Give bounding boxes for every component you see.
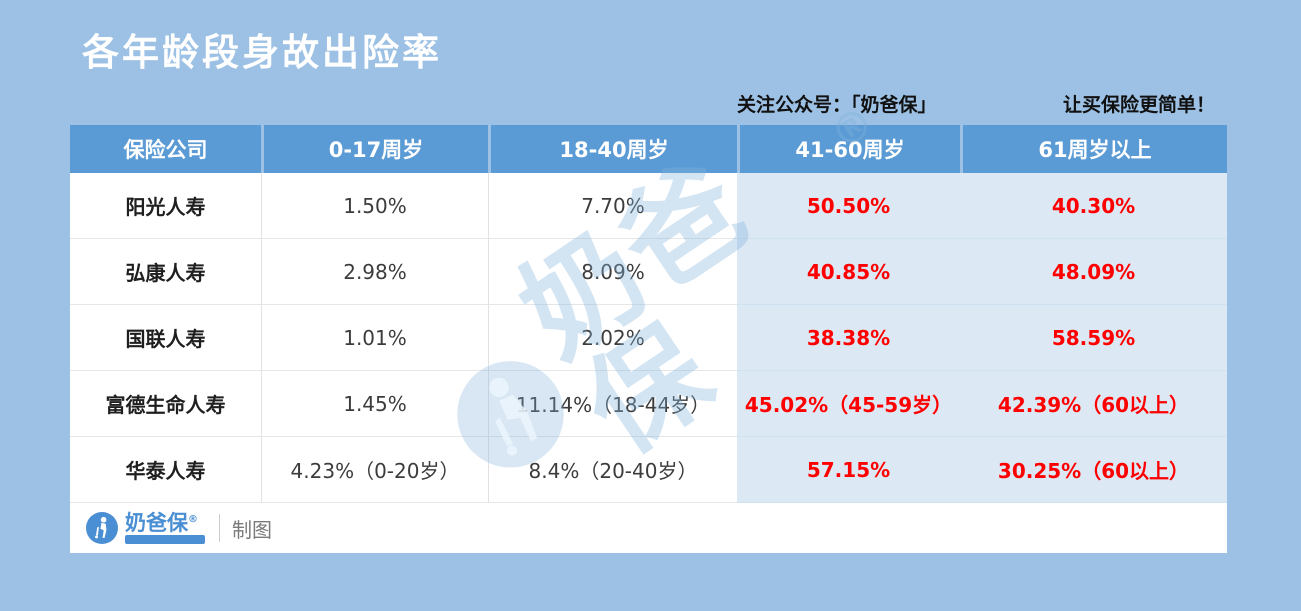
table-row: 国联人寿 1.01% 2.02% 38.38% 58.59%: [70, 305, 1227, 371]
claim-rate-table: 保险公司 0-17周岁 18-40周岁 41-60周岁 61周岁以上 阳光人寿 …: [70, 125, 1227, 503]
top-note-account: 关注公众号：「奶爸保」: [737, 94, 937, 116]
rate-value-high: 45.02%（45-59岁）: [737, 371, 960, 437]
brand-block: 奶爸保®: [86, 512, 205, 544]
rate-value: 8.09%: [488, 239, 737, 305]
company-name: 弘康人寿: [70, 239, 261, 305]
rate-value: 11.14%（18-44岁）: [488, 371, 737, 437]
header-age-61plus: 61周岁以上: [963, 125, 1227, 173]
brand-name-block: 奶爸保®: [125, 510, 205, 544]
table-row: 富德生命人寿 1.45% 11.14%（18-44岁） 45.02%（45-59…: [70, 371, 1227, 437]
company-name: 富德生命人寿: [70, 371, 261, 437]
rate-value: 1.01%: [261, 305, 488, 371]
header-age-0-17: 0-17周岁: [264, 125, 488, 173]
rate-value-high: 30.25%（60以上）: [960, 437, 1227, 503]
table-row: 阳光人寿 1.50% 7.70% 50.50% 40.30%: [70, 173, 1227, 239]
rate-value-high: 50.50%: [737, 173, 960, 239]
header-age-18-40: 18-40周岁: [491, 125, 737, 173]
brand-logo-icon: [86, 512, 118, 544]
header-company: 保险公司: [70, 125, 261, 173]
footer-caption: 制图: [232, 517, 272, 542]
table-row: 弘康人寿 2.98% 8.09% 40.85% 48.09%: [70, 239, 1227, 305]
rate-value-high: 57.15%: [737, 437, 960, 503]
rate-value: 1.45%: [261, 371, 488, 437]
page-title: 各年龄段身故出险率: [82, 31, 442, 74]
rate-value: 2.98%: [261, 239, 488, 305]
rate-value-high: 48.09%: [960, 239, 1227, 305]
rate-value-high: 38.38%: [737, 305, 960, 371]
rate-value: 4.23%（0-20岁）: [261, 437, 488, 503]
rate-value-high: 40.85%: [737, 239, 960, 305]
company-name: 华泰人寿: [70, 437, 261, 503]
rate-value: 2.02%: [488, 305, 737, 371]
brand-name: 奶爸保®: [125, 510, 198, 535]
rate-value-high: 40.30%: [960, 173, 1227, 239]
brand-slogan-bar: [125, 534, 205, 544]
top-note: 关注公众号：「奶爸保」 让买保险更简单！: [737, 90, 1215, 117]
rate-value-high: 42.39%（60以上）: [960, 371, 1227, 437]
header-age-41-60: 41-60周岁: [740, 125, 960, 173]
company-name: 国联人寿: [70, 305, 261, 371]
rate-value: 1.50%: [261, 173, 488, 239]
registered-mark: ®: [188, 513, 198, 525]
footer-divider: [219, 514, 220, 542]
rate-value-high: 58.59%: [960, 305, 1227, 371]
rate-value: 7.70%: [488, 173, 737, 239]
rate-value: 8.4%（20-40岁）: [488, 437, 737, 503]
top-note-slogan: 让买保险更简单！: [1062, 94, 1215, 116]
table-row: 华泰人寿 4.23%（0-20岁） 8.4%（20-40岁） 57.15% 30…: [70, 437, 1227, 503]
footer-bar: 奶爸保® 制图: [70, 503, 1227, 553]
table-header-row: 保险公司 0-17周岁 18-40周岁 41-60周岁 61周岁以上: [70, 125, 1227, 173]
company-name: 阳光人寿: [70, 173, 261, 239]
